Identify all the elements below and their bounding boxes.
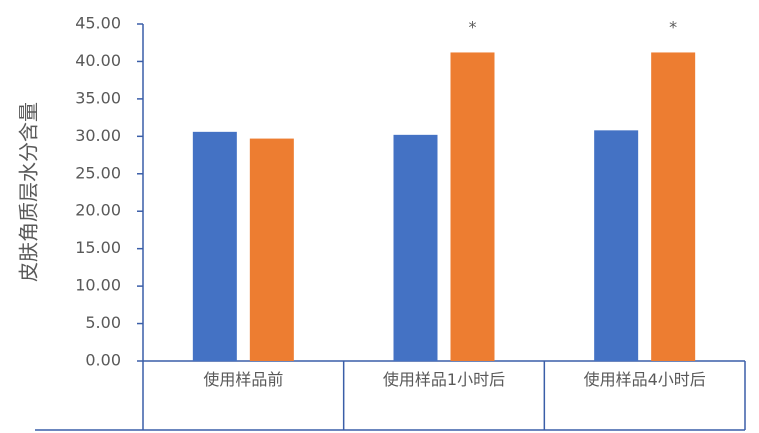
bar — [651, 52, 696, 362]
y-tick-label: 30.00 — [75, 126, 121, 145]
x-tick-label: 使用样品1小时后 — [382, 370, 506, 389]
bar — [393, 134, 438, 361]
annotation: * — [669, 18, 677, 37]
bar — [249, 138, 294, 361]
x-tick-label: 使用样品前 — [203, 370, 284, 389]
bar — [192, 131, 237, 361]
y-tick-label: 15.00 — [75, 238, 121, 257]
y-tick-label: 20.00 — [75, 201, 121, 220]
y-tick-label: 5.00 — [85, 313, 121, 332]
y-tick-label: 25.00 — [75, 163, 121, 182]
y-tick-label: 0.00 — [85, 351, 121, 370]
bar — [450, 52, 495, 362]
y-tick-label: 35.00 — [75, 88, 121, 107]
y-tick-label: 45.00 — [75, 14, 121, 33]
annotation: * — [469, 18, 477, 37]
y-tick-label: 40.00 — [75, 51, 121, 70]
y-axis-label: 皮肤角质层水分含量 — [17, 102, 41, 282]
x-tick-label: 使用样品4小时后 — [583, 370, 706, 389]
y-tick-label: 10.00 — [75, 276, 121, 295]
bar — [594, 130, 639, 361]
